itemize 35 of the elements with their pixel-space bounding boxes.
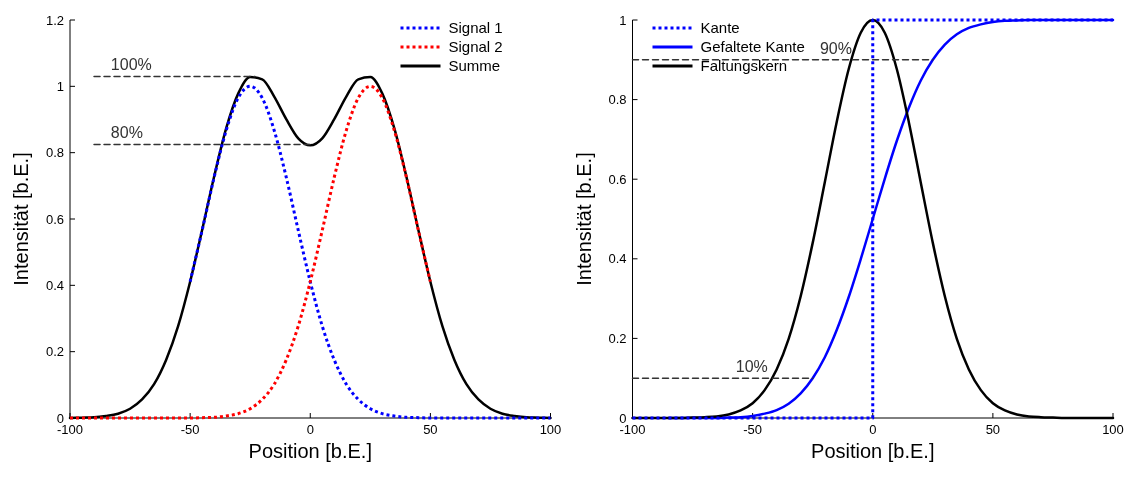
- x-tick-label: 100: [539, 422, 562, 437]
- y-tick-label: 1: [56, 78, 64, 94]
- legend-label: Summe: [448, 57, 501, 74]
- y-tick-label: 0.4: [45, 277, 64, 293]
- legend-label: Kante: [700, 19, 740, 36]
- y-tick-label: 0.8: [608, 92, 627, 108]
- y-tick-label: 1: [619, 12, 627, 28]
- y-tick-label: 0.6: [608, 171, 627, 187]
- x-axis-title: Position [b.E.]: [248, 440, 372, 462]
- y-tick-label: 0.6: [45, 211, 64, 227]
- legend-label: Faltungskern: [700, 57, 788, 74]
- y-axis-title: Intensität [b.E.]: [10, 152, 32, 286]
- x-tick-label: -50: [180, 422, 200, 437]
- legend-label: Gefaltete Kante: [700, 38, 805, 55]
- y-tick-label: 0.8: [45, 145, 64, 161]
- y-tick-label: 0.4: [608, 251, 627, 267]
- legend-label: Signal 2: [448, 38, 503, 55]
- annotation: 10%: [735, 358, 768, 376]
- x-tick-label: 50: [423, 422, 438, 437]
- annotation: 90%: [819, 39, 852, 57]
- x-tick-label: 50: [985, 422, 1001, 437]
- y-tick-label: 0.2: [45, 344, 64, 360]
- line-series: [68, 84, 432, 420]
- x-tick-label: 0: [869, 422, 877, 437]
- x-tick-label: 0: [306, 422, 314, 437]
- x-tick-label: -50: [743, 422, 763, 437]
- x-axis-title: Position [b.E.]: [811, 440, 935, 462]
- legend-label: Signal 1: [448, 19, 503, 36]
- annotation: 100%: [110, 56, 152, 74]
- y-tick-label: 0.2: [608, 330, 627, 346]
- line-series: [188, 84, 552, 420]
- annotation: 80%: [110, 124, 143, 142]
- y-axis-title: Intensität [b.E.]: [572, 152, 595, 286]
- x-tick-label: 100: [1102, 422, 1124, 437]
- y-tick-label: 1.2: [45, 12, 64, 28]
